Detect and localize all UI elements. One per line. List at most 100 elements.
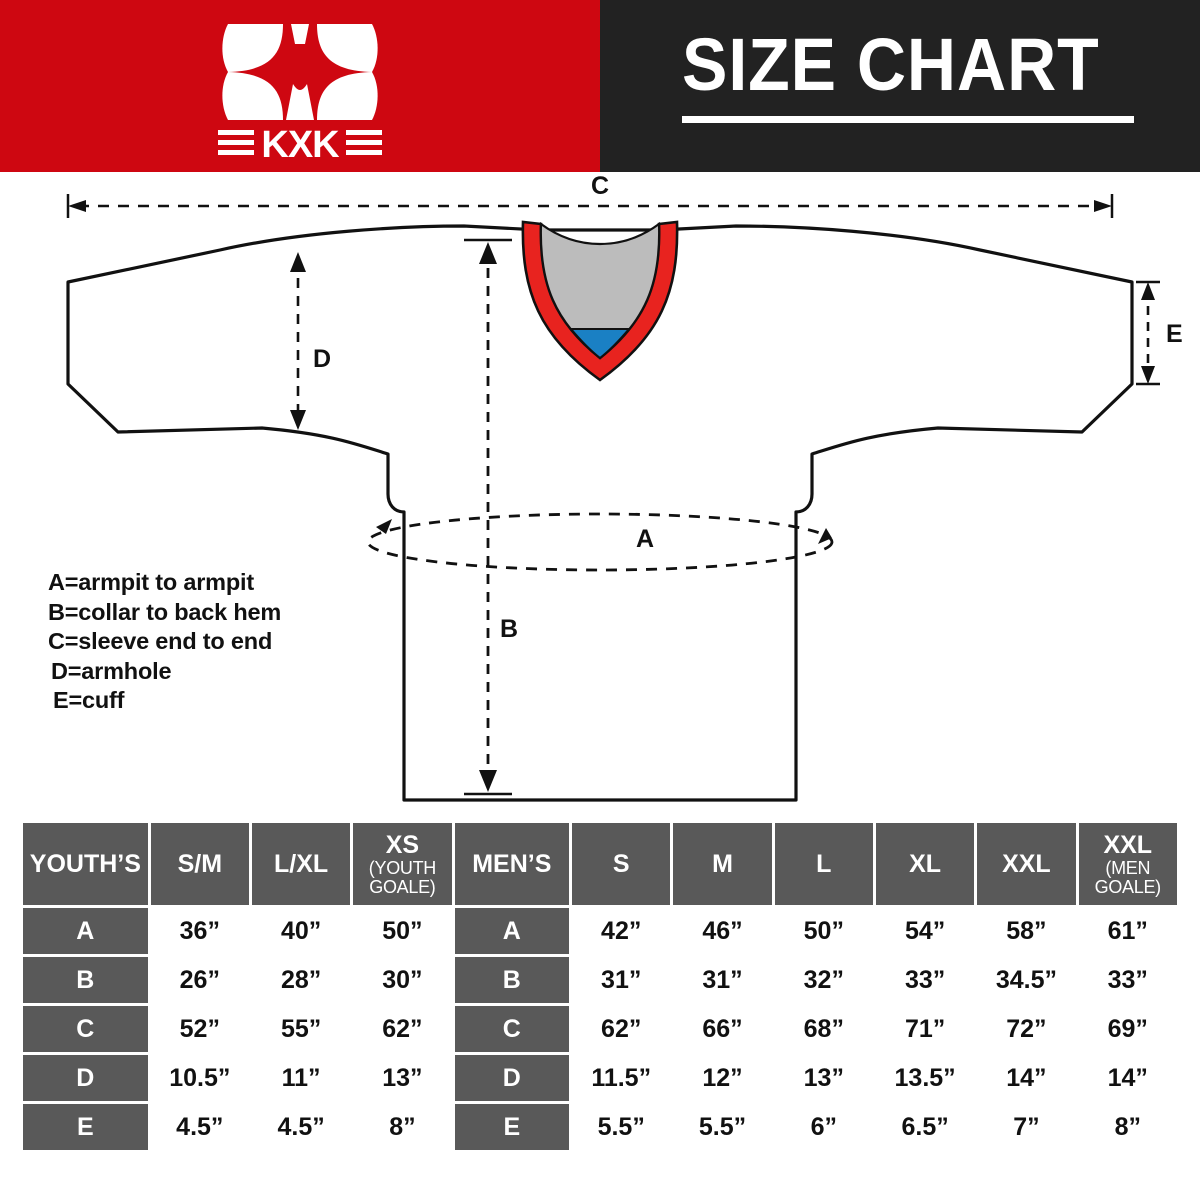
measurement-cell: 42”: [572, 908, 671, 954]
jersey-diagram: C D E: [0, 172, 1200, 818]
header-title-panel: SIZE CHART: [600, 0, 1200, 172]
legend-line-e: E=cuff: [53, 687, 125, 713]
dimension-label-d: D: [313, 345, 331, 373]
measurement-cell: 13.5”: [875, 1055, 975, 1101]
legend-line-a: A=armpit to armpit: [48, 569, 254, 595]
collar-tongue: [568, 328, 632, 360]
measurement-cell: 68”: [774, 1006, 873, 1052]
table-row: E 4.5” 4.5” 8” E 5.5” 5.5” 6” 6.5” 7” 8”: [23, 1104, 1177, 1150]
measurement-cell: 71”: [875, 1006, 975, 1052]
page-title: SIZE CHART: [682, 23, 1100, 106]
table-row: C 52” 55” 62” C 62” 66” 68” 71” 72” 69”: [23, 1006, 1177, 1052]
measurement-cell: 72”: [977, 1006, 1076, 1052]
measurement-cell: 8”: [1078, 1104, 1177, 1150]
row-label-cell: D: [454, 1055, 570, 1101]
column-header-9: XXL: [977, 823, 1076, 905]
measurement-cell: 69”: [1078, 1006, 1177, 1052]
measurement-cell: 11.5”: [572, 1055, 671, 1101]
column-header-4: MEN’S: [454, 823, 570, 905]
jersey-collar: [521, 220, 679, 382]
dimension-label-e: E: [1166, 320, 1183, 348]
measurement-cell: 5.5”: [572, 1104, 671, 1150]
measurement-cell: 62”: [353, 1006, 452, 1052]
header-brand-panel: KXK: [0, 0, 600, 172]
column-header-main: S/M: [177, 849, 223, 878]
measurement-cell: 55”: [251, 1006, 351, 1052]
column-header-1: S/M: [150, 823, 249, 905]
measurement-cell: 33”: [875, 957, 975, 1003]
dimension-a: [366, 512, 834, 572]
page-header: KXK SIZE CHART: [0, 0, 1200, 172]
measurement-cell: 6.5”: [875, 1104, 975, 1150]
legend-line-d: D=armhole: [51, 657, 172, 684]
measurement-cell: 13”: [353, 1055, 452, 1101]
dimension-e: [1136, 280, 1160, 386]
measurement-cell: 36”: [150, 908, 249, 954]
dimension-b: [464, 238, 512, 796]
row-label-cell: C: [23, 1006, 148, 1052]
column-header-7: L: [774, 823, 873, 905]
table-row: B 26” 28” 30” B 31” 31” 32” 33” 34.5” 33”: [23, 957, 1177, 1003]
measurement-cell: 31”: [572, 957, 671, 1003]
measurement-legend: A=armpit to armpit B=collar to back hem …: [48, 568, 378, 716]
column-header-2: L/XL: [251, 823, 351, 905]
column-header-3: XS (YOUTH GOALE): [353, 823, 452, 905]
row-label-cell: A: [23, 908, 148, 954]
measurement-cell: 31”: [673, 957, 772, 1003]
legend-line-c: C=sleeve end to end: [48, 628, 273, 654]
measurement-cell: 4.5”: [251, 1104, 351, 1150]
row-label-cell: E: [23, 1104, 148, 1150]
row-label-cell: C: [454, 1006, 570, 1052]
measurement-cell: 66”: [673, 1006, 772, 1052]
measurement-cell: 52”: [150, 1006, 249, 1052]
measurement-cell: 54”: [875, 908, 975, 954]
measurement-cell: 30”: [353, 957, 452, 1003]
dimension-label-a: A: [636, 525, 654, 553]
measurement-cell: 14”: [1078, 1055, 1177, 1101]
column-header-sub: (MEN GOALE): [1094, 857, 1162, 897]
column-header-6: M: [673, 823, 772, 905]
title-underline: [682, 116, 1134, 123]
row-label-cell: E: [454, 1104, 570, 1150]
table-header-row: YOUTH’S S/M L/XL XS (YOUTH GOALE) MEN’S S M L XL X…: [23, 823, 1177, 905]
column-header-sub: (YOUTH GOALE): [368, 857, 437, 897]
column-header-main: MEN’S: [472, 849, 552, 878]
dimension-label-b: B: [500, 615, 518, 643]
kxk-logo: KXK: [210, 14, 390, 166]
column-header-main: YOUTH’S: [29, 849, 141, 878]
measurement-cell: 32”: [774, 957, 873, 1003]
measurement-cell: 13”: [774, 1055, 873, 1101]
measurement-cell: 26”: [150, 957, 249, 1003]
dimension-c: [66, 194, 1114, 218]
column-header-main: L/XL: [274, 849, 329, 878]
measurement-cell: 58”: [977, 908, 1076, 954]
measurement-cell: 14”: [977, 1055, 1076, 1101]
dimension-label-c: C: [591, 172, 609, 200]
dimension-d: [290, 252, 306, 430]
column-header-main: XXL: [1002, 849, 1051, 878]
column-header-0: YOUTH’S: [23, 823, 148, 905]
size-table: YOUTH’S S/M L/XL XS (YOUTH GOALE) MEN’S S M L XL X…: [20, 820, 1180, 1153]
row-label-cell: B: [454, 957, 570, 1003]
measurement-cell: 5.5”: [673, 1104, 772, 1150]
measurement-cell: 34.5”: [977, 957, 1076, 1003]
column-header-main: XXL: [1103, 830, 1153, 859]
measurement-cell: 61”: [1078, 908, 1177, 954]
table-row: D 10.5” 11” 13” D 11.5” 12” 13” 13.5” 14” 14”: [23, 1055, 1177, 1101]
measurement-cell: 4.5”: [150, 1104, 249, 1150]
column-header-main: S: [612, 849, 630, 878]
measurement-cell: 10.5”: [150, 1055, 249, 1101]
measurement-cell: 50”: [774, 908, 873, 954]
column-header-main: M: [712, 849, 733, 878]
row-label-cell: D: [23, 1055, 148, 1101]
measurement-cell: 40”: [251, 908, 351, 954]
column-header-main: XS: [385, 830, 420, 859]
column-header-main: L: [816, 849, 832, 878]
size-table-container: YOUTH’S S/M L/XL XS (YOUTH GOALE) MEN’S S M L XL X…: [20, 820, 1180, 1153]
table-row: A 36” 40” 50” A 42” 46” 50” 54” 58” 61”: [23, 908, 1177, 954]
column-header-5: S: [572, 823, 671, 905]
measurement-cell: 8”: [353, 1104, 452, 1150]
column-header-10: XXL (MEN GOALE): [1078, 823, 1177, 905]
column-header-8: XL: [875, 823, 975, 905]
row-label-cell: A: [454, 908, 570, 954]
